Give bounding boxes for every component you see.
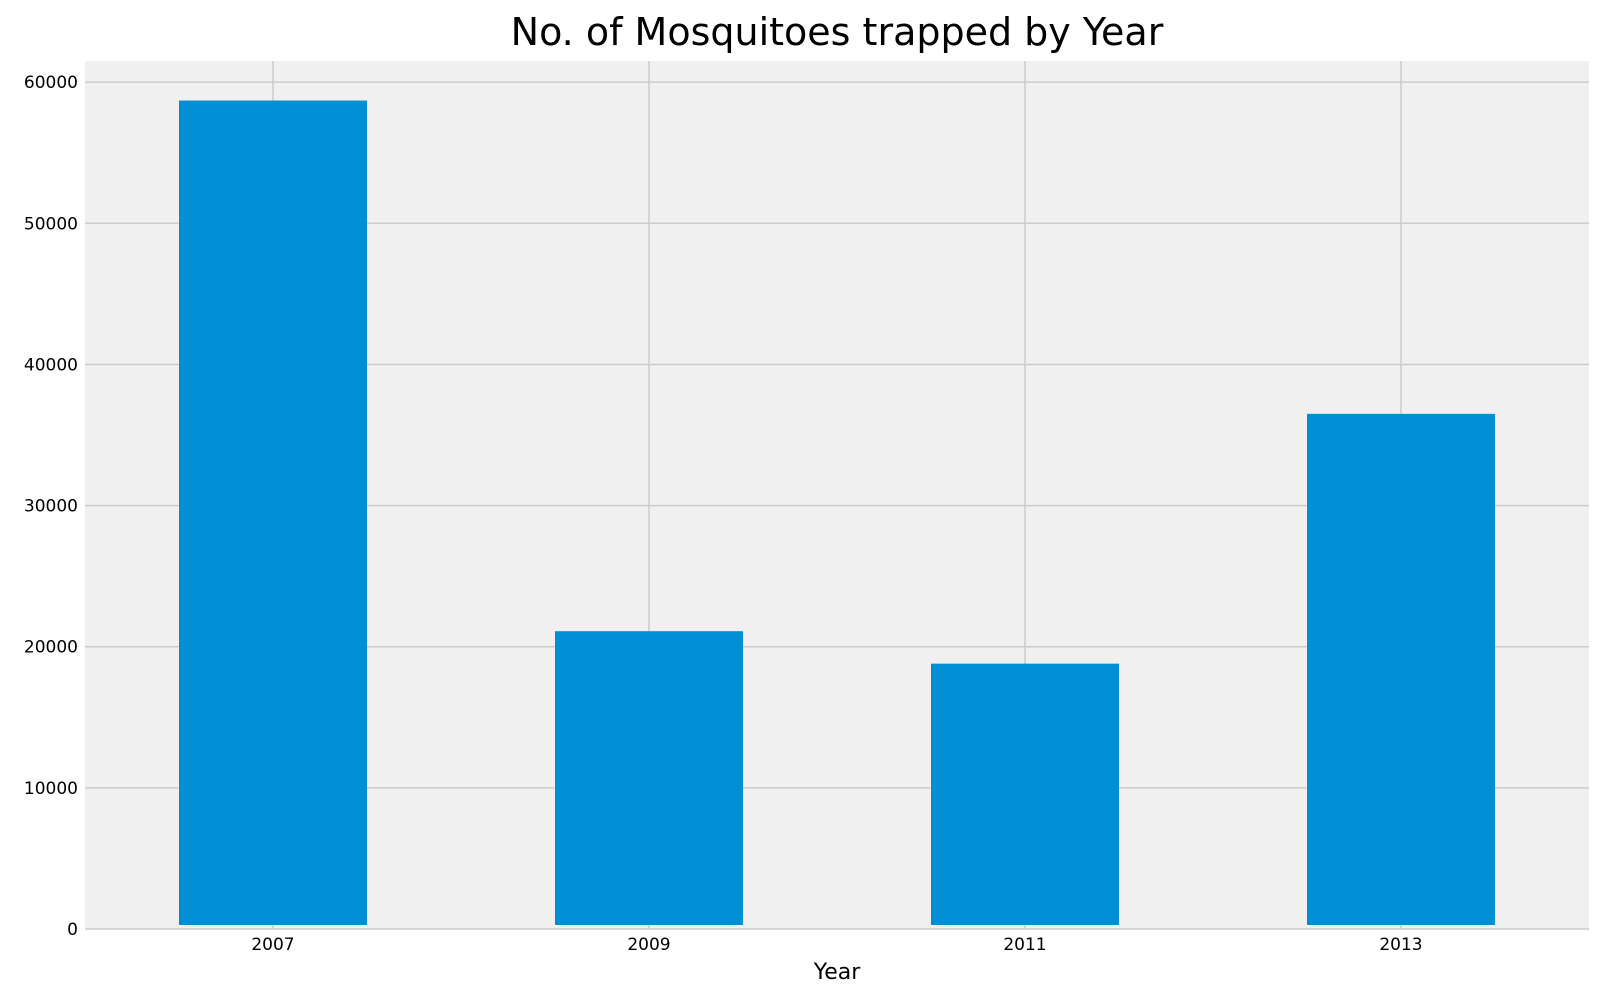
x-tick-label-2011: 2011: [1003, 935, 1046, 955]
bar-2009: [555, 631, 743, 925]
bar-2013: [1307, 413, 1495, 925]
y-tick-labels: 0 10000 20000 30000 40000 50000 60000: [24, 73, 78, 940]
x-tick-label-2007: 2007: [251, 935, 294, 955]
y-tick-label-10000: 10000: [24, 779, 78, 799]
y-tick-label-60000: 60000: [24, 73, 78, 93]
x-tick-labels: 2007 2009 2011 2013: [251, 935, 1422, 955]
y-tick-label-0: 0: [67, 920, 78, 940]
x-tick-label-2009: 2009: [627, 935, 670, 955]
bar-2007: [179, 100, 367, 926]
y-tick-label-50000: 50000: [24, 214, 78, 234]
x-tick-label-2013: 2013: [1379, 935, 1422, 955]
chart-title: No. of Mosquitoes trapped by Year: [511, 10, 1164, 54]
bars: [179, 100, 1495, 926]
y-tick-label-20000: 20000: [24, 638, 78, 658]
x-axis-label: Year: [813, 960, 862, 985]
bar-2011: [931, 663, 1119, 925]
y-tick-label-40000: 40000: [24, 355, 78, 375]
y-tick-label-30000: 30000: [24, 497, 78, 517]
